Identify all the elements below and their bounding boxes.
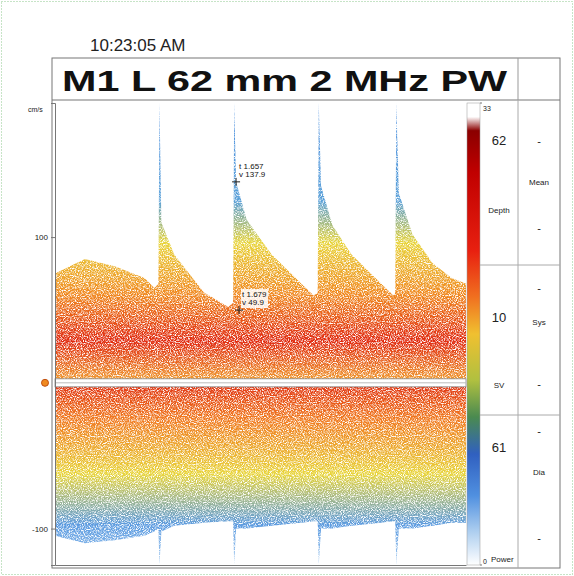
y-axis: -100 100 bbox=[32, 104, 56, 566]
y-axis-title: cm/s bbox=[28, 106, 43, 113]
timestamp: 10:23:05 AM bbox=[90, 36, 185, 55]
cursor: t 1.657v 137.9 bbox=[232, 161, 267, 186]
color-bar bbox=[467, 103, 480, 565]
cursor-v-label: v 49.9 bbox=[242, 298, 264, 307]
cursor-v-label: v 137.9 bbox=[239, 170, 266, 179]
measurement-value: - bbox=[537, 135, 541, 147]
measurement-value: - bbox=[537, 222, 541, 234]
readout-label: Power bbox=[491, 555, 514, 564]
spectrum-envelope bbox=[55, 383, 466, 565]
y-tick-label: -100 bbox=[32, 525, 49, 534]
cursor-label-patch bbox=[241, 289, 268, 308]
title: M1 L 62 mm 2 MHz PW bbox=[62, 64, 508, 97]
cursor: t 1.679v 49.9 bbox=[235, 289, 268, 314]
frame bbox=[52, 58, 560, 568]
y-tick: 100 bbox=[35, 233, 55, 242]
measurement-value: - bbox=[537, 378, 541, 390]
x-axis-line bbox=[56, 565, 467, 566]
measurement-label: Dia bbox=[533, 468, 546, 477]
measurement-value: - bbox=[537, 282, 541, 294]
measurement-label: Mean bbox=[529, 178, 549, 187]
cursor-label-patch bbox=[238, 161, 267, 180]
screen-border bbox=[2, 2, 573, 575]
readout-value: 61 bbox=[492, 440, 506, 455]
header-divider bbox=[52, 100, 560, 101]
plot-marks bbox=[55, 103, 466, 565]
spectrum-envelope bbox=[55, 103, 466, 383]
y-axis-line bbox=[51, 104, 56, 566]
baseline bbox=[55, 379, 466, 387]
color-bar-tick-label: 0 bbox=[483, 558, 487, 565]
measurement-label: Sys bbox=[532, 318, 545, 327]
header-cell-divider bbox=[518, 58, 519, 100]
column-divider bbox=[518, 100, 519, 568]
section-divider bbox=[480, 265, 560, 266]
measurement-value: - bbox=[537, 425, 541, 437]
y-tick: -100 bbox=[32, 525, 55, 534]
readout-value: 10 bbox=[492, 310, 506, 325]
readout-value: 62 bbox=[492, 133, 506, 148]
color-bar-tick bbox=[480, 103, 482, 104]
measurement-value: - bbox=[537, 532, 541, 544]
doppler-screen: 10:23:05 AMM1 L 62 mm 2 MHz PW-100100cm/… bbox=[0, 0, 574, 576]
y-tick-mark bbox=[51, 237, 55, 238]
readout-label: SV bbox=[494, 381, 505, 390]
baseline-marker bbox=[42, 379, 49, 386]
x-axis bbox=[56, 565, 467, 566]
baseline-center bbox=[55, 382, 466, 383]
section-divider bbox=[480, 415, 560, 416]
color-bar-tick-label: 33 bbox=[483, 105, 491, 112]
y-tick-label: 100 bbox=[35, 233, 49, 242]
y-tick-mark bbox=[51, 529, 55, 530]
color-bar-tick bbox=[480, 565, 482, 566]
readout-label: Depth bbox=[488, 206, 509, 215]
